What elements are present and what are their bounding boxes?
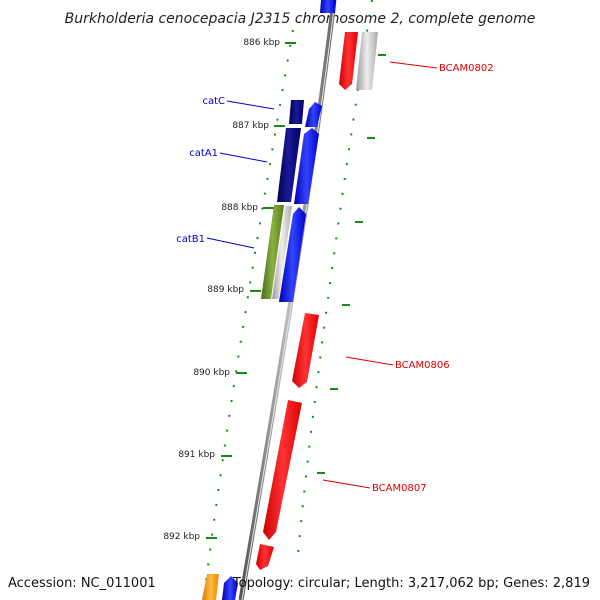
gene-bcam0806[interactable] [292,313,319,388]
tick-label-892: 892 kbp [163,532,200,542]
gene-gray-lower[interactable] [272,206,292,299]
scale-ticks [206,42,296,539]
chromosome-backbone-highlight [241,0,336,600]
gene-blue-2[interactable] [294,128,319,204]
gene-red-bottom[interactable] [256,544,274,570]
gene-blue-3[interactable] [279,207,306,302]
accession-text: Accession: NC_011001 [8,576,156,591]
leader-catc [226,100,275,110]
gene-label-cata1[interactable]: catA1 [189,148,218,159]
leader-bcam0802 [389,61,438,69]
gene-blue-1[interactable] [305,102,322,127]
tick-label-891: 891 kbp [178,450,215,460]
gene-label-catb1[interactable]: catB1 [176,234,205,245]
gene-blue-bottom[interactable] [222,576,238,600]
gene-bcam0802[interactable] [339,32,358,90]
leader-catb1 [206,237,255,249]
tick-label-886: 886 kbp [243,38,280,48]
tick-label-890: 890 kbp [193,368,230,378]
gene-bcam0807[interactable] [263,400,302,540]
gene-label-bcam0807[interactable]: BCAM0807 [372,483,427,494]
outer-ruler-ticks [317,54,386,474]
gene-cata1[interactable] [277,128,301,202]
gene-label-catc[interactable]: catC [202,96,225,107]
gene-orange-bottom[interactable] [202,574,219,600]
tick-label-888: 888 kbp [221,203,258,213]
gene-catc[interactable] [289,100,304,124]
leader-cata1 [219,152,268,163]
gene-label-bcam0802[interactable]: BCAM0802 [439,63,494,74]
gene-gray-upper[interactable] [356,32,378,90]
leader-bcam0806 [345,356,394,366]
gene-catb1[interactable] [261,205,284,299]
tick-label-887: 887 kbp [232,121,269,131]
tick-label-889: 889 kbp [207,285,244,295]
chromosome-backbone [238,0,337,600]
leader-bcam0807 [322,479,371,489]
gene-label-bcam0806[interactable]: BCAM0806 [395,360,450,371]
genome-summary-text: Topology: circular; Length: 3,217,062 bp… [232,576,590,591]
gene-top-partial[interactable] [320,0,336,13]
map-title: Burkholderia cenocepacia J2315 chromosom… [65,11,536,27]
